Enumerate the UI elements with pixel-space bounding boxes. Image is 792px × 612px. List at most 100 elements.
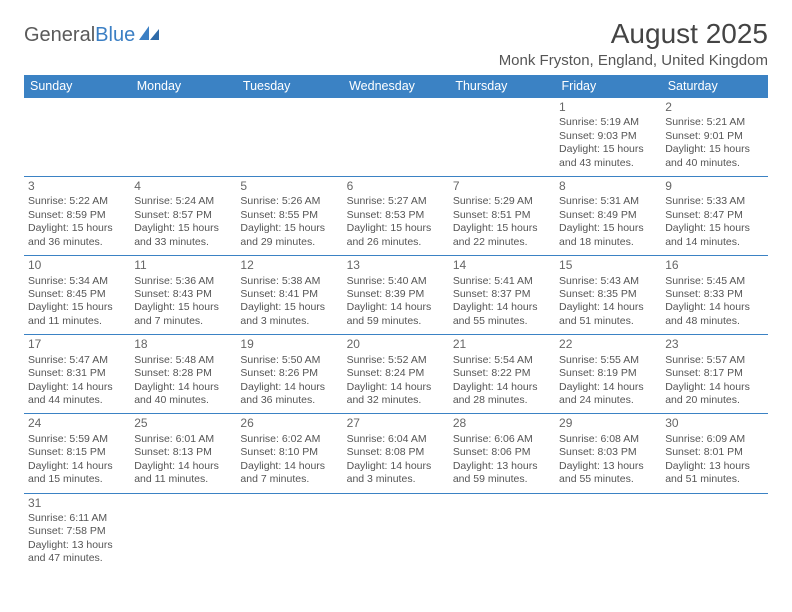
- daylight-text: and 44 minutes.: [28, 394, 126, 407]
- sunset-text: Sunset: 8:13 PM: [134, 446, 232, 459]
- calendar-empty-cell: [449, 98, 555, 177]
- sunrise-text: Sunrise: 5:48 AM: [134, 354, 232, 367]
- daylight-text: and 14 minutes.: [665, 236, 763, 249]
- day-header: Friday: [555, 75, 661, 98]
- sunrise-text: Sunrise: 5:45 AM: [665, 275, 763, 288]
- daylight-text: Daylight: 15 hours: [347, 222, 445, 235]
- calendar-day-cell: 28Sunrise: 6:06 AMSunset: 8:06 PMDayligh…: [449, 414, 555, 493]
- daylight-text: and 7 minutes.: [134, 315, 232, 328]
- sunset-text: Sunset: 8:47 PM: [665, 209, 763, 222]
- calendar-day-cell: 12Sunrise: 5:38 AMSunset: 8:41 PMDayligh…: [236, 256, 342, 335]
- calendar-day-cell: 10Sunrise: 5:34 AMSunset: 8:45 PMDayligh…: [24, 256, 130, 335]
- daylight-text: Daylight: 15 hours: [665, 222, 763, 235]
- day-number: 1: [559, 100, 657, 115]
- day-number: 24: [28, 416, 126, 431]
- calendar-week-row: 3Sunrise: 5:22 AMSunset: 8:59 PMDaylight…: [24, 177, 768, 256]
- daylight-text: and 7 minutes.: [240, 473, 338, 486]
- calendar-empty-cell: [661, 493, 767, 572]
- sunrise-text: Sunrise: 5:57 AM: [665, 354, 763, 367]
- daylight-text: and 26 minutes.: [347, 236, 445, 249]
- day-number: 5: [240, 179, 338, 194]
- daylight-text: Daylight: 13 hours: [665, 460, 763, 473]
- calendar-week-row: 24Sunrise: 5:59 AMSunset: 8:15 PMDayligh…: [24, 414, 768, 493]
- sunset-text: Sunset: 8:31 PM: [28, 367, 126, 380]
- calendar-day-cell: 23Sunrise: 5:57 AMSunset: 8:17 PMDayligh…: [661, 335, 767, 414]
- calendar-day-cell: 7Sunrise: 5:29 AMSunset: 8:51 PMDaylight…: [449, 177, 555, 256]
- daylight-text: and 55 minutes.: [559, 473, 657, 486]
- calendar-day-cell: 15Sunrise: 5:43 AMSunset: 8:35 PMDayligh…: [555, 256, 661, 335]
- sunrise-text: Sunrise: 5:59 AM: [28, 433, 126, 446]
- day-number: 26: [240, 416, 338, 431]
- day-header: Wednesday: [343, 75, 449, 98]
- sunrise-text: Sunrise: 6:11 AM: [28, 512, 126, 525]
- daylight-text: Daylight: 15 hours: [240, 222, 338, 235]
- sunrise-text: Sunrise: 5:38 AM: [240, 275, 338, 288]
- sunset-text: Sunset: 8:55 PM: [240, 209, 338, 222]
- logo-text: GeneralBlue: [24, 24, 135, 47]
- sunrise-text: Sunrise: 5:31 AM: [559, 195, 657, 208]
- calendar-day-cell: 14Sunrise: 5:41 AMSunset: 8:37 PMDayligh…: [449, 256, 555, 335]
- daylight-text: Daylight: 15 hours: [453, 222, 551, 235]
- calendar-day-cell: 13Sunrise: 5:40 AMSunset: 8:39 PMDayligh…: [343, 256, 449, 335]
- day-number: 16: [665, 258, 763, 273]
- daylight-text: Daylight: 14 hours: [559, 381, 657, 394]
- calendar-empty-cell: [236, 98, 342, 177]
- calendar-day-cell: 21Sunrise: 5:54 AMSunset: 8:22 PMDayligh…: [449, 335, 555, 414]
- day-header-row: SundayMondayTuesdayWednesdayThursdayFrid…: [24, 75, 768, 98]
- sunrise-text: Sunrise: 6:09 AM: [665, 433, 763, 446]
- day-number: 10: [28, 258, 126, 273]
- day-number: 25: [134, 416, 232, 431]
- daylight-text: and 51 minutes.: [665, 473, 763, 486]
- daylight-text: Daylight: 14 hours: [347, 460, 445, 473]
- day-number: 14: [453, 258, 551, 273]
- sunrise-text: Sunrise: 5:22 AM: [28, 195, 126, 208]
- daylight-text: Daylight: 14 hours: [28, 460, 126, 473]
- daylight-text: Daylight: 13 hours: [28, 539, 126, 552]
- daylight-text: and 29 minutes.: [240, 236, 338, 249]
- calendar-day-cell: 16Sunrise: 5:45 AMSunset: 8:33 PMDayligh…: [661, 256, 767, 335]
- day-header: Tuesday: [236, 75, 342, 98]
- sunset-text: Sunset: 8:01 PM: [665, 446, 763, 459]
- day-number: 29: [559, 416, 657, 431]
- day-number: 31: [28, 496, 126, 511]
- sunset-text: Sunset: 8:15 PM: [28, 446, 126, 459]
- daylight-text: and 36 minutes.: [28, 236, 126, 249]
- sunrise-text: Sunrise: 5:34 AM: [28, 275, 126, 288]
- calendar-week-row: 31Sunrise: 6:11 AMSunset: 7:58 PMDayligh…: [24, 493, 768, 572]
- daylight-text: Daylight: 15 hours: [559, 222, 657, 235]
- daylight-text: and 48 minutes.: [665, 315, 763, 328]
- calendar-empty-cell: [343, 493, 449, 572]
- sunrise-text: Sunrise: 6:02 AM: [240, 433, 338, 446]
- location: Monk Fryston, England, United Kingdom: [499, 52, 768, 69]
- daylight-text: and 36 minutes.: [240, 394, 338, 407]
- day-number: 8: [559, 179, 657, 194]
- daylight-text: Daylight: 13 hours: [453, 460, 551, 473]
- daylight-text: Daylight: 15 hours: [665, 143, 763, 156]
- day-header: Saturday: [661, 75, 767, 98]
- calendar-day-cell: 4Sunrise: 5:24 AMSunset: 8:57 PMDaylight…: [130, 177, 236, 256]
- sunset-text: Sunset: 8:17 PM: [665, 367, 763, 380]
- sunset-text: Sunset: 8:08 PM: [347, 446, 445, 459]
- calendar-day-cell: 5Sunrise: 5:26 AMSunset: 8:55 PMDaylight…: [236, 177, 342, 256]
- calendar-day-cell: 25Sunrise: 6:01 AMSunset: 8:13 PMDayligh…: [130, 414, 236, 493]
- daylight-text: Daylight: 15 hours: [28, 222, 126, 235]
- sunrise-text: Sunrise: 5:50 AM: [240, 354, 338, 367]
- daylight-text: and 11 minutes.: [134, 473, 232, 486]
- calendar-day-cell: 11Sunrise: 5:36 AMSunset: 8:43 PMDayligh…: [130, 256, 236, 335]
- calendar-empty-cell: [236, 493, 342, 572]
- sunset-text: Sunset: 8:24 PM: [347, 367, 445, 380]
- sunset-text: Sunset: 8:03 PM: [559, 446, 657, 459]
- calendar-empty-cell: [555, 493, 661, 572]
- daylight-text: Daylight: 14 hours: [453, 301, 551, 314]
- day-number: 18: [134, 337, 232, 352]
- calendar-day-cell: 9Sunrise: 5:33 AMSunset: 8:47 PMDaylight…: [661, 177, 767, 256]
- calendar-week-row: 17Sunrise: 5:47 AMSunset: 8:31 PMDayligh…: [24, 335, 768, 414]
- sunset-text: Sunset: 9:01 PM: [665, 130, 763, 143]
- calendar-week-row: 1Sunrise: 5:19 AMSunset: 9:03 PMDaylight…: [24, 98, 768, 177]
- day-number: 11: [134, 258, 232, 273]
- sunrise-text: Sunrise: 5:26 AM: [240, 195, 338, 208]
- day-number: 17: [28, 337, 126, 352]
- daylight-text: Daylight: 14 hours: [665, 301, 763, 314]
- sunrise-text: Sunrise: 5:33 AM: [665, 195, 763, 208]
- day-number: 9: [665, 179, 763, 194]
